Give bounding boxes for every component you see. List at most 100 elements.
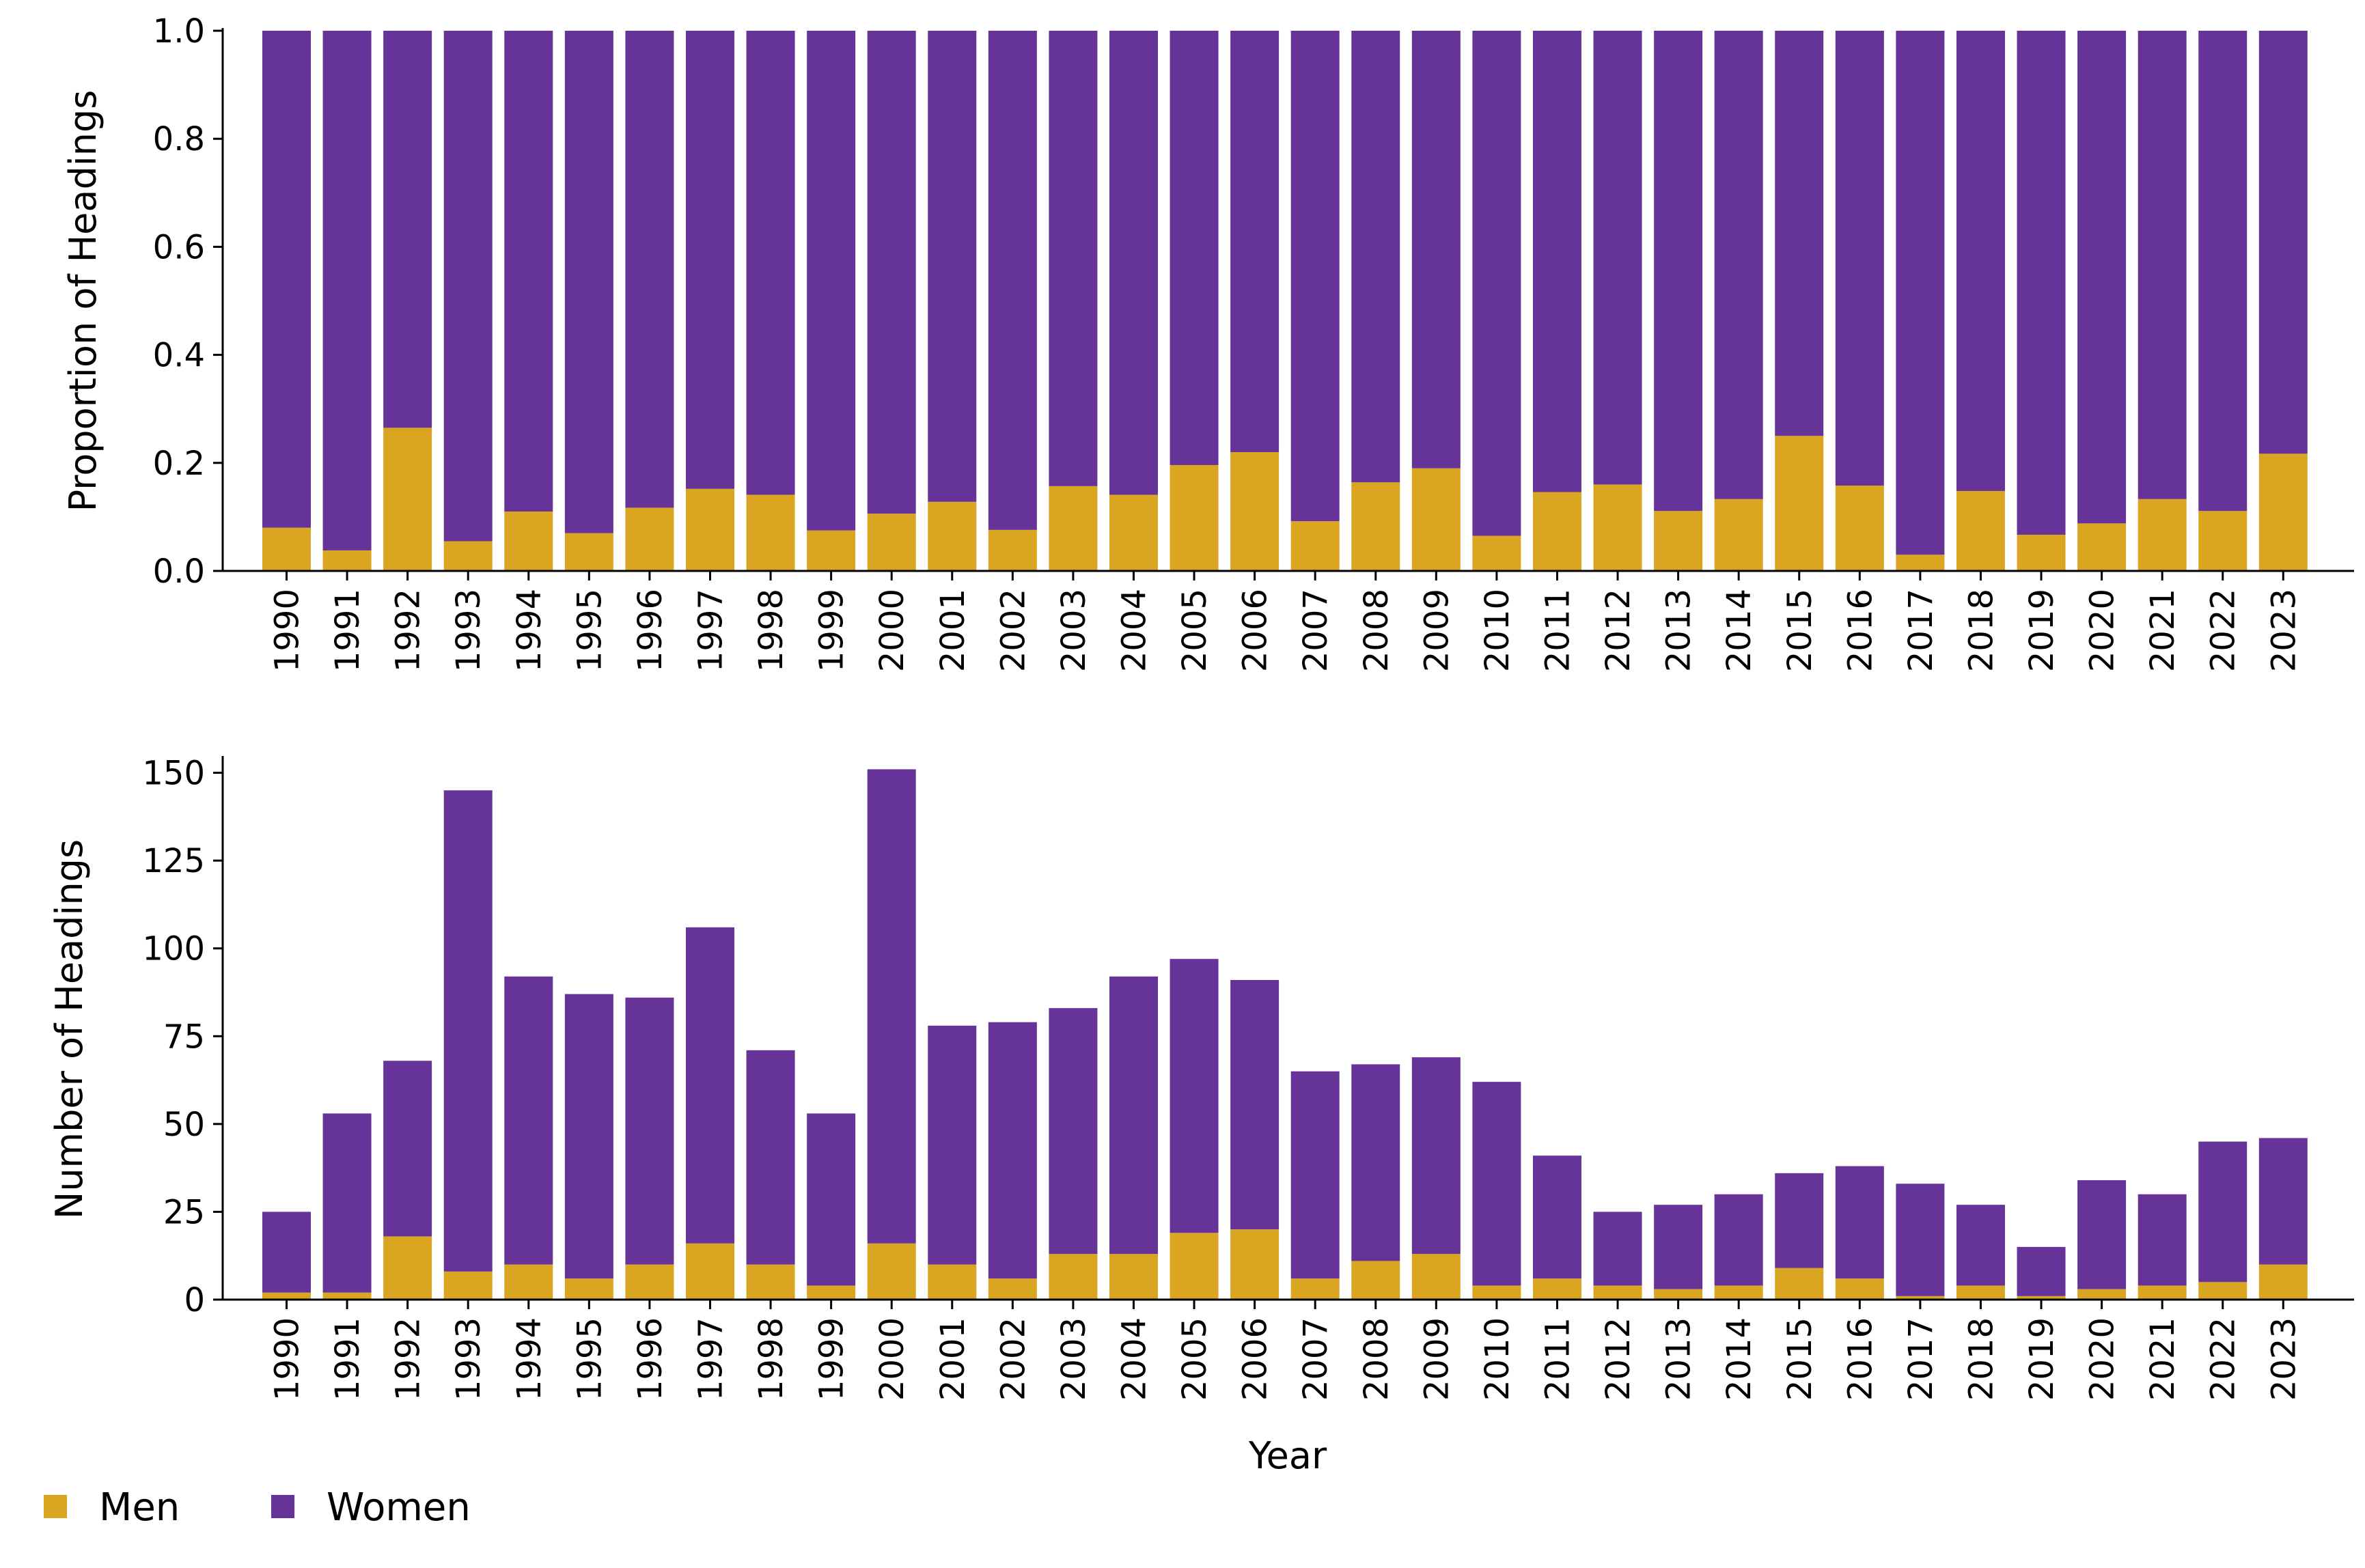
bar-top-women-1994 xyxy=(504,31,553,512)
bar-top-men-2008 xyxy=(1351,482,1400,571)
x-tick-label-bottom-2015: 2015 xyxy=(1781,1317,1819,1401)
bar-top-women-2007 xyxy=(1290,31,1340,522)
x-tick-label-bottom-2008: 2008 xyxy=(1357,1317,1396,1401)
x-tick-label-top-2020: 2020 xyxy=(2084,589,2122,672)
bar-top-women-2022 xyxy=(2198,31,2248,512)
x-tick-label-top-2007: 2007 xyxy=(1297,589,1335,672)
bar-top-women-2008 xyxy=(1351,31,1400,483)
bar-top-women-1992 xyxy=(383,31,432,428)
bar-bottom-men-1994 xyxy=(504,1264,553,1300)
bar-bottom-men-1990 xyxy=(262,1292,311,1300)
bar-bottom-men-1992 xyxy=(383,1236,432,1300)
bar-bottom-men-2012 xyxy=(1593,1285,1642,1300)
bar-top-women-1998 xyxy=(746,31,795,495)
x-tick-label-top-2006: 2006 xyxy=(1236,589,1275,672)
x-tick-label-top-2016: 2016 xyxy=(1841,589,1879,672)
bar-top-women-2010 xyxy=(1472,31,1521,536)
bar-bottom-women-1999 xyxy=(807,1113,856,1286)
bar-bottom-men-2000 xyxy=(867,1243,916,1300)
bar-bottom-men-2008 xyxy=(1351,1261,1400,1300)
bar-top-women-2001 xyxy=(928,31,977,502)
bar-bottom-men-2011 xyxy=(1532,1278,1581,1300)
x-tick-label-top-1990: 1990 xyxy=(268,589,307,672)
count-chart: 0 25 50 75 100 125 150 1990 1991 1992 1993 1994 1995… xyxy=(48,755,2354,1477)
bar-top-women-2011 xyxy=(1532,31,1581,492)
bar-bottom-women-2007 xyxy=(1290,1071,1340,1279)
y-tick-label-top: 1.0 xyxy=(153,12,205,51)
x-tick-label-bottom-2004: 2004 xyxy=(1115,1317,1153,1401)
bar-bottom-women-1990 xyxy=(262,1212,311,1293)
y-tick-label-top: 0.6 xyxy=(153,228,205,266)
bar-bottom-men-1999 xyxy=(807,1285,856,1300)
bar-top-men-1991 xyxy=(322,550,372,571)
bar-bottom-women-2011 xyxy=(1532,1156,1581,1279)
bar-bottom-women-2003 xyxy=(1049,1008,1098,1255)
bar-bottom-women-2006 xyxy=(1230,980,1280,1230)
x-tick-label-bottom-2021: 2021 xyxy=(2144,1317,2182,1401)
bar-top-men-2005 xyxy=(1170,464,1219,571)
bar-top-women-2000 xyxy=(867,31,916,514)
bar-top-men-1993 xyxy=(443,541,493,571)
bar-top-women-2004 xyxy=(1109,31,1158,495)
x-tick-label-bottom-2005: 2005 xyxy=(1176,1317,1214,1401)
x-tick-label-top-2002: 2002 xyxy=(994,589,1032,672)
bar-top-men-2020 xyxy=(2077,523,2127,571)
bar-top-men-2016 xyxy=(1835,486,1884,571)
bar-bottom-men-1995 xyxy=(564,1278,613,1300)
x-tick-label-top-1993: 1993 xyxy=(450,589,488,672)
bar-top-women-2023 xyxy=(2258,31,2308,454)
bar-top-men-1998 xyxy=(746,494,795,571)
bar-top-men-1997 xyxy=(685,488,734,571)
bar-bottom-men-2017 xyxy=(1896,1296,1945,1300)
bar-bottom-men-1991 xyxy=(322,1292,372,1300)
bar-top-men-2014 xyxy=(1714,499,1763,571)
bar-bottom-women-2015 xyxy=(1775,1173,1824,1268)
x-axis-title-bottom: Year xyxy=(1248,1434,1327,1477)
y-tick-label-bottom: 0 xyxy=(184,1281,205,1319)
bar-bottom-women-2013 xyxy=(1654,1205,1703,1289)
bar-top-women-2019 xyxy=(2017,31,2066,535)
x-tick-label-top-2021: 2021 xyxy=(2144,589,2182,672)
bar-top-women-1993 xyxy=(443,31,493,542)
bar-bottom-men-1996 xyxy=(625,1264,674,1300)
bar-top-men-2011 xyxy=(1532,492,1581,571)
x-tick-label-bottom-1990: 1990 xyxy=(268,1317,307,1401)
x-tick-label-bottom-2018: 2018 xyxy=(1962,1317,2000,1401)
bar-top-women-1999 xyxy=(807,31,856,531)
bar-top-men-2010 xyxy=(1472,535,1521,571)
bar-bottom-men-2014 xyxy=(1714,1285,1763,1300)
bar-bottom-men-2010 xyxy=(1472,1285,1521,1300)
x-tick-label-bottom-2011: 2011 xyxy=(1538,1317,1577,1401)
bar-bottom-men-2004 xyxy=(1109,1254,1158,1300)
y-tick-label-top: 0.8 xyxy=(153,120,205,158)
bar-top-men-2004 xyxy=(1109,494,1158,571)
bar-bottom-women-2021 xyxy=(2138,1194,2187,1286)
bar-top-men-1994 xyxy=(504,511,553,571)
x-tick-label-bottom-2014: 2014 xyxy=(1720,1317,1758,1401)
x-tick-label-top-2001: 2001 xyxy=(934,589,972,672)
bar-top-women-2020 xyxy=(2077,31,2127,524)
bar-top-men-2021 xyxy=(2138,499,2187,571)
x-tick-label-bottom-1997: 1997 xyxy=(691,1317,730,1401)
x-tick-label-top-1991: 1991 xyxy=(329,589,367,672)
bar-bottom-men-2023 xyxy=(2258,1264,2308,1300)
bar-top-women-1996 xyxy=(625,31,674,508)
x-tick-label-top-2015: 2015 xyxy=(1781,589,1819,672)
bar-bottom-men-2016 xyxy=(1835,1278,1884,1300)
bar-bottom-men-2005 xyxy=(1170,1233,1219,1300)
bar-bottom-women-2002 xyxy=(988,1022,1037,1279)
bar-bottom-women-1998 xyxy=(746,1050,795,1265)
bar-bottom-men-2018 xyxy=(1956,1285,2005,1300)
bar-bottom-men-2007 xyxy=(1290,1278,1340,1300)
proportion-chart: 0.0 0.2 0.4 0.6 0.8 1.0 1990 1991 1992 1993 1994 19… xyxy=(61,12,2354,672)
bar-top-men-2001 xyxy=(928,501,977,571)
bar-top-women-2017 xyxy=(1896,31,1945,555)
x-tick-label-top-2004: 2004 xyxy=(1115,589,1153,672)
bar-top-women-1990 xyxy=(262,31,311,528)
x-tick-label-bottom-2006: 2006 xyxy=(1236,1317,1275,1401)
bar-top-men-2002 xyxy=(988,529,1037,571)
bar-bottom-men-2009 xyxy=(1411,1254,1461,1300)
y-tick-label-top: 0.4 xyxy=(153,337,205,375)
bar-bottom-women-2020 xyxy=(2077,1180,2127,1289)
bar-top-women-2016 xyxy=(1835,31,1884,486)
